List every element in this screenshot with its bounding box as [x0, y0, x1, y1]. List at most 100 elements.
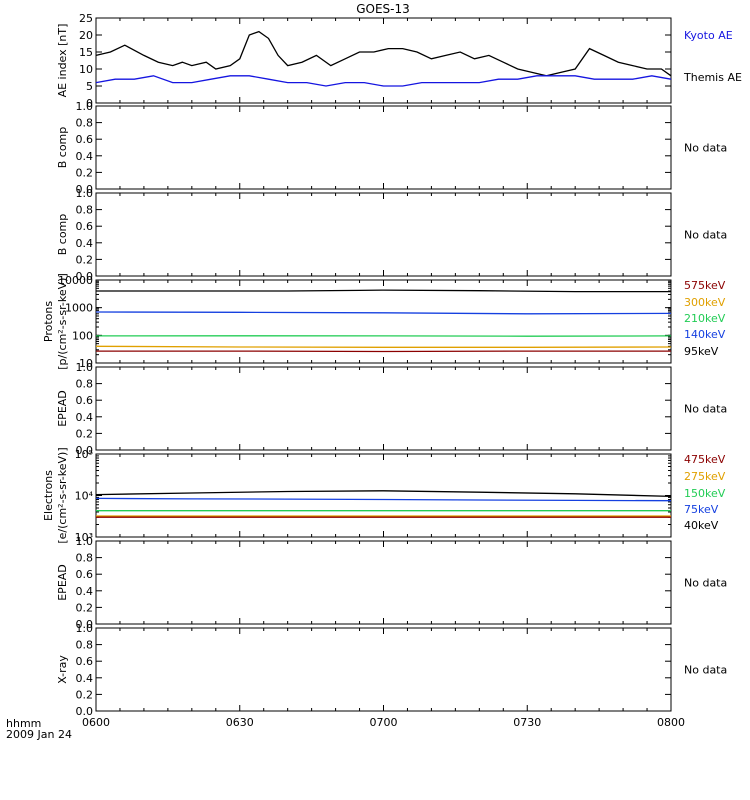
no-data-note: No data	[684, 142, 727, 155]
y-tick-label: 0	[86, 97, 93, 110]
y-tick-label: 100	[72, 329, 93, 342]
legend-entry: 40keV	[684, 519, 719, 532]
series-kyoto-ae	[95, 75, 672, 87]
series-300kev	[95, 345, 672, 348]
y-axis-label: Electrons	[42, 470, 55, 521]
y-axis-label: EPEAD	[56, 390, 69, 427]
no-data-note: No data	[684, 664, 727, 677]
legend-entry: 140keV	[684, 328, 726, 341]
y-tick-label: 10³	[75, 531, 93, 544]
y-tick-label: 0.2	[76, 427, 94, 440]
y-tick-label: 0.0	[76, 705, 94, 718]
y-tick-label: 10	[79, 357, 93, 370]
y-tick-label: 10⁵	[75, 448, 93, 461]
y-tick-label: 0.8	[76, 204, 94, 217]
y-tick-label: 1.0	[76, 622, 94, 635]
y-axis-label: X-ray	[56, 655, 69, 684]
y-tick-label: 0.6	[76, 568, 94, 581]
panel-bcomp2: 0.0 0.2 0.4 0.6 0.8 1.0 B comp No data	[56, 187, 727, 283]
y-tick-label: 0.2	[76, 601, 94, 614]
panel-ae: 0 5 10 15 20 25 AE index [nT] Kyoto AE Themis AE	[56, 12, 742, 110]
legend-entry: Kyoto AE	[684, 29, 733, 42]
y-axis-units: [p/(cm²-s-sr-keV)]	[56, 273, 69, 370]
legend-entry: 275keV	[684, 470, 726, 483]
y-tick-label: 0.8	[76, 639, 94, 652]
y-tick-label: 0.2	[76, 166, 94, 179]
legend-entry: 575keV	[684, 279, 726, 292]
legend-entry: 475keV	[684, 453, 726, 466]
y-tick-label: 0.0	[76, 183, 94, 196]
y-tick-label: 25	[79, 12, 93, 25]
y-tick-label: 0.8	[76, 378, 94, 391]
y-tick-label: 0.0	[76, 270, 94, 283]
legend-entry: 150keV	[684, 487, 726, 500]
panel-xray: 0.0 0.2 0.4 0.6 0.8 1.0 X-ray No data	[56, 622, 727, 718]
panel-frame	[95, 366, 672, 451]
x-tick-label: 0730	[513, 716, 541, 729]
panel-frame	[95, 17, 672, 104]
y-tick-label: 0.4	[76, 585, 94, 598]
panel-protons: 10 100 1000 10000 Protons [p/(cm²-s-sr-keV)] 5…	[42, 273, 726, 370]
y-tick-label: 0.6	[76, 133, 94, 146]
legend-entry: 95keV	[684, 345, 719, 358]
y-tick-label: 0.0	[76, 618, 94, 631]
y-tick-label: 1.0	[76, 187, 94, 200]
y-tick-label: 0.2	[76, 688, 94, 701]
series-75kev	[95, 497, 672, 502]
y-axis-label: AE index [nT]	[56, 24, 69, 98]
y-tick-label: 0.6	[76, 220, 94, 233]
panel-bcomp1: 0.0 0.2 0.4 0.6 0.8 1.0 B comp No data	[56, 100, 727, 196]
y-axis-label: Protons	[42, 301, 55, 342]
no-data-note: No data	[684, 577, 727, 590]
series-140kev	[95, 311, 672, 315]
y-tick-label: 5	[86, 80, 93, 93]
date-label: 2009 Jan 24	[6, 728, 72, 741]
panel-epead2: 0.0 0.2 0.4 0.6 0.8 1.0 EPEAD No data	[56, 535, 727, 631]
panel-frame	[95, 453, 672, 538]
y-tick-label: 10000	[58, 274, 93, 287]
no-data-note: No data	[684, 403, 727, 416]
panel-frame	[95, 192, 672, 277]
panel-epead1: 0.0 0.2 0.4 0.6 0.8 1.0 EPEAD No data	[56, 361, 727, 457]
x-tick-label: 0600	[82, 716, 110, 729]
y-tick-label: 20	[79, 29, 93, 42]
panel-frame	[95, 540, 672, 625]
legend-entry: 75keV	[684, 503, 719, 516]
y-tick-label: 1.0	[76, 535, 94, 548]
panel-electrons: 10³ 10⁴ 10⁵ Electrons [e/(cm²-s-sr-keV)] 475k…	[42, 447, 726, 544]
y-tick-label: 0.4	[76, 672, 94, 685]
legend-entry: 300keV	[684, 296, 726, 309]
y-tick-label: 1.0	[76, 100, 94, 113]
legend-entry: 210keV	[684, 312, 726, 325]
y-tick-label: 0.8	[76, 117, 94, 130]
y-axis-units: [e/(cm²-s-sr-keV)]	[56, 447, 69, 543]
y-tick-label: 1.0	[76, 361, 94, 374]
y-axis-label: B comp	[56, 127, 69, 169]
y-tick-label: 0.6	[76, 655, 94, 668]
y-tick-label: 15	[79, 46, 93, 59]
time-axis-label: hhmm	[6, 717, 41, 730]
series-themis-ae	[95, 30, 672, 77]
y-tick-label: 0.2	[76, 253, 94, 266]
no-data-note: No data	[684, 229, 727, 242]
panel-frame	[95, 627, 672, 712]
y-axis-label: B comp	[56, 214, 69, 256]
y-tick-label: 0.6	[76, 394, 94, 407]
x-tick-label: 0800	[657, 716, 685, 729]
y-tick-label: 0.4	[76, 411, 94, 424]
series-40kev	[95, 490, 672, 498]
x-tick-label: 0700	[370, 716, 398, 729]
series-95kev	[96, 289, 671, 293]
y-tick-label: 10⁴	[75, 490, 94, 503]
y-tick-label: 10	[79, 63, 93, 76]
y-axis-label: EPEAD	[56, 564, 69, 601]
y-tick-label: 0.8	[76, 552, 94, 565]
x-tick-label: 0630	[226, 716, 254, 729]
legend-entry: Themis AE	[683, 71, 742, 84]
panel-frame	[95, 105, 672, 190]
plot-title: GOES-13	[356, 2, 410, 16]
y-tick-label: 1000	[65, 302, 93, 315]
y-tick-label: 0.0	[76, 444, 94, 457]
y-tick-label: 0.4	[76, 237, 94, 250]
